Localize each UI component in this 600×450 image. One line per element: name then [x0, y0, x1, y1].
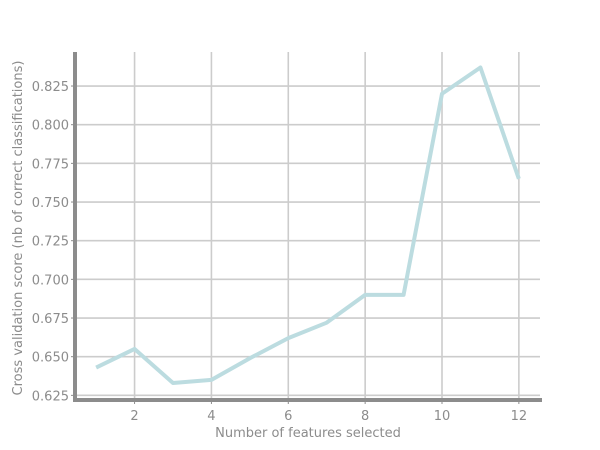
x-tick-label: 6 [284, 409, 292, 424]
x-tick-label: 12 [511, 409, 528, 424]
y-tick-label: 0.625 [32, 389, 69, 404]
x-axis-label: Number of features selected [215, 426, 401, 441]
x-tick-label: 4 [207, 409, 215, 424]
x-tick-label: 2 [130, 409, 138, 424]
y-tick-label: 0.775 [32, 157, 69, 172]
y-tick-label: 0.700 [32, 273, 69, 288]
y-tick-label: 0.650 [32, 351, 69, 366]
y-tick-label: 0.825 [32, 80, 69, 95]
y-tick-label: 0.750 [32, 196, 69, 211]
y-tick-label: 0.800 [32, 119, 69, 134]
y-axis-ticks: 0.625 0.650 0.675 0.700 0.725 0.750 0.775 0.800… [32, 80, 75, 404]
vertical-gridlines [133, 52, 520, 400]
y-axis-label: Cross validation score (nb of correct cl… [11, 61, 26, 396]
series-group [95, 65, 521, 385]
x-tick-label: 10 [434, 409, 451, 424]
x-axis-ticks: 2 4 6 8 10 12 [130, 400, 527, 424]
horizontal-gridlines [75, 85, 540, 397]
y-tick-label: 0.675 [32, 312, 69, 327]
y-tick-label: 0.725 [32, 235, 69, 250]
series-line [95, 65, 521, 385]
x-tick-label: 8 [361, 409, 369, 424]
axes-spines [73, 52, 542, 402]
